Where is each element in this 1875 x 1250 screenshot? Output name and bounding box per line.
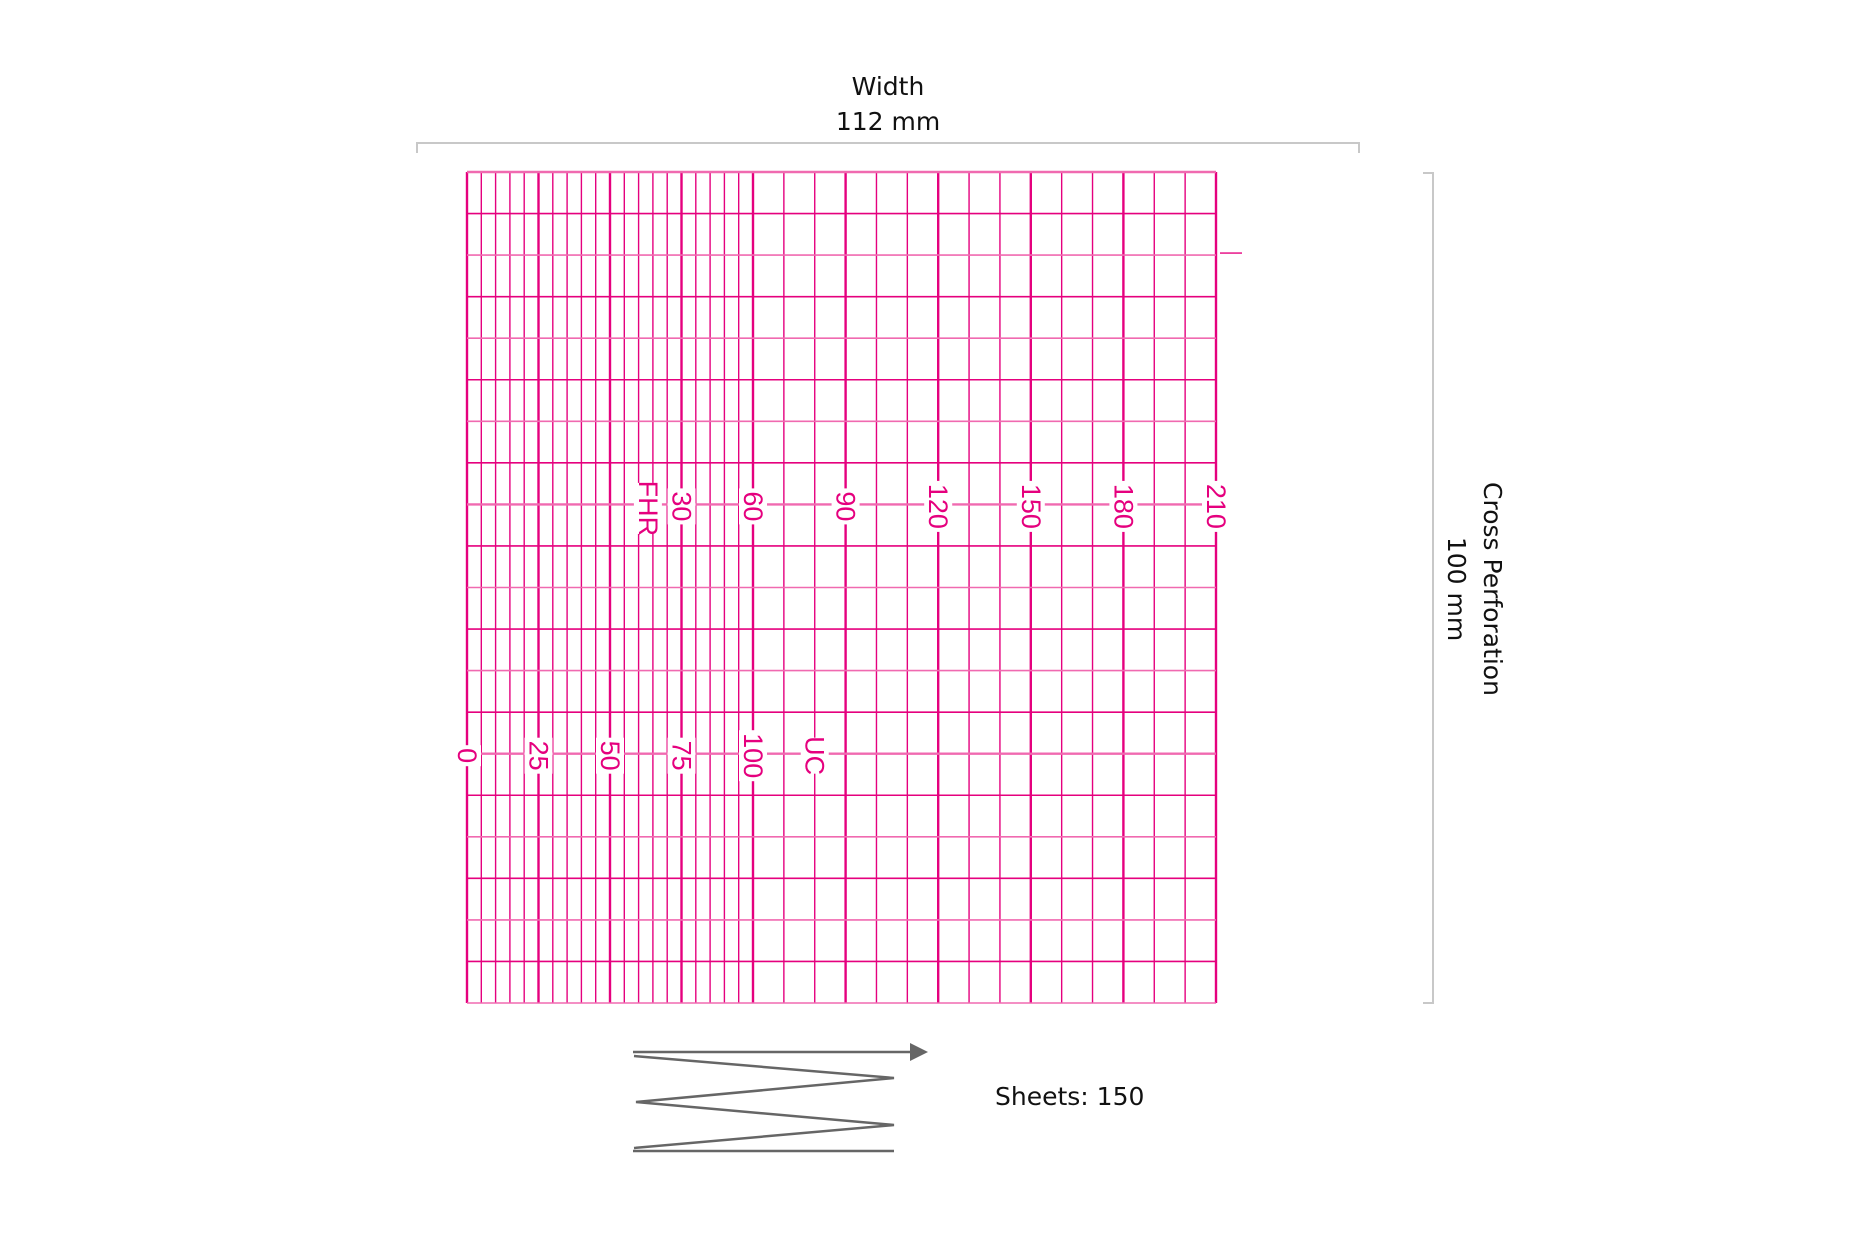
fhr-tick-label: 150 (1016, 484, 1046, 529)
width-title: Width (852, 72, 925, 101)
uc-tick-label-background (524, 737, 553, 774)
uc-tick-label-background (667, 737, 696, 774)
fhr-tick-label: 120 (923, 484, 953, 529)
fhr-tick-label-background (924, 480, 953, 532)
fhr-tick-label-background (667, 488, 696, 525)
fhr-tick-label-background (831, 488, 860, 525)
zigzag-fanfold-arrow-icon (633, 1043, 928, 1153)
height-bracket (1423, 172, 1434, 1004)
width-value: 112 mm (836, 107, 940, 136)
fhr-tick-label: 30 (667, 491, 697, 521)
uc-tick-label-background (453, 745, 481, 767)
uc-tick-label: 75 (667, 741, 697, 771)
fhr-scale-name: FHR (633, 481, 663, 537)
uc-tick-label: 0 (452, 748, 482, 763)
uc-tick-label: 50 (595, 741, 625, 771)
uc-tick-label: 100 (738, 733, 768, 778)
scale-labels: 30 60 90 120 150 180 210 FHR 0 25 50 75 100 UC (452, 481, 1231, 782)
width-bracket (416, 142, 1360, 153)
uc-tick-label-background (739, 730, 767, 782)
fhr-tick-label: 180 (1108, 484, 1138, 529)
height-value: 100 mm (1442, 537, 1471, 641)
fhr-tick-label-background (1202, 480, 1230, 532)
fhr-tick-label: 210 (1201, 484, 1231, 529)
height-title: Cross Perforation (1478, 482, 1507, 696)
uc-tick-label: 25 (524, 741, 554, 771)
sheets-count: Sheets: 150 (995, 1082, 1144, 1111)
fhr-tick-label-background (739, 488, 767, 525)
fhr-tick-label: 60 (738, 491, 768, 521)
uc-scale-name: UC (800, 736, 830, 775)
uc-scale-name-background (800, 737, 829, 774)
uc-tick-label-background (596, 737, 624, 774)
fhr-tick-label-background (1109, 480, 1138, 532)
fhr-tick-label: 90 (831, 491, 861, 521)
fhr-scale-name-background (633, 482, 662, 534)
grid (465, 170, 1242, 1004)
fhr-tick-label-background (1016, 480, 1045, 532)
